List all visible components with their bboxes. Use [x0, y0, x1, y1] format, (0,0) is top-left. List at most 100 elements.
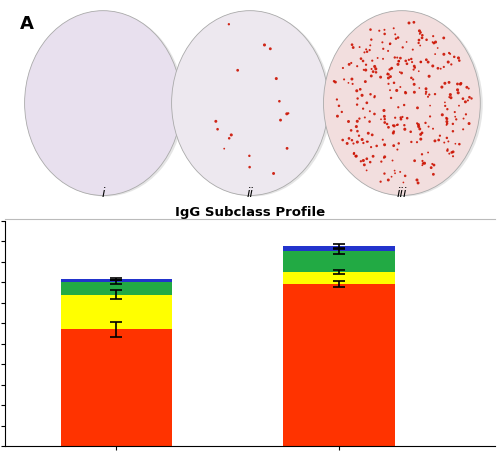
Point: [362, 66, 370, 74]
Point: [438, 83, 446, 91]
Point: [440, 34, 448, 41]
Point: [459, 95, 467, 102]
Point: [436, 65, 444, 72]
Point: [416, 131, 424, 138]
Point: [364, 138, 372, 145]
Point: [390, 128, 398, 135]
Point: [376, 74, 384, 81]
Point: [374, 55, 382, 62]
Point: [368, 57, 376, 64]
Point: [352, 152, 360, 160]
Point: [430, 40, 438, 47]
Point: [234, 67, 241, 74]
Point: [424, 123, 432, 130]
Point: [419, 160, 427, 167]
Point: [464, 97, 472, 104]
Point: [413, 176, 421, 184]
Point: [349, 44, 357, 51]
Text: A: A: [20, 15, 34, 33]
Point: [449, 128, 457, 135]
Point: [272, 75, 280, 82]
Point: [386, 40, 394, 47]
Point: [225, 135, 233, 142]
Point: [426, 91, 434, 98]
Point: [463, 84, 471, 91]
Point: [434, 44, 442, 51]
Point: [408, 59, 416, 66]
Point: [380, 119, 388, 126]
Point: [396, 55, 404, 62]
Point: [446, 91, 454, 98]
Point: [366, 108, 374, 115]
Point: [366, 42, 374, 49]
Point: [384, 47, 392, 55]
Point: [406, 128, 414, 135]
Point: [426, 113, 434, 120]
Point: [383, 120, 391, 128]
Point: [352, 123, 360, 130]
Point: [450, 53, 458, 60]
Point: [434, 136, 442, 143]
Point: [416, 84, 424, 92]
Point: [462, 98, 469, 106]
Point: [401, 126, 409, 133]
Point: [369, 68, 377, 75]
Point: [335, 102, 343, 110]
Point: [414, 39, 422, 46]
Point: [415, 68, 423, 75]
Point: [372, 65, 380, 73]
Point: [432, 38, 440, 46]
Point: [414, 121, 422, 128]
Point: [405, 19, 413, 27]
Point: [416, 42, 424, 49]
Point: [364, 129, 372, 137]
Point: [445, 49, 453, 56]
Point: [408, 55, 416, 63]
Point: [402, 89, 409, 97]
Point: [283, 145, 291, 152]
Point: [457, 80, 465, 87]
Point: [456, 141, 464, 148]
Point: [440, 63, 448, 70]
Bar: [60, 279, 172, 282]
Point: [416, 29, 424, 36]
Bar: [284, 251, 395, 272]
Point: [390, 142, 398, 149]
Point: [397, 115, 405, 123]
Point: [393, 54, 401, 61]
Text: ii: ii: [246, 187, 254, 200]
Bar: [60, 329, 172, 446]
Point: [438, 111, 446, 119]
Point: [344, 118, 352, 125]
Point: [444, 106, 452, 113]
Point: [362, 167, 370, 174]
Point: [383, 71, 391, 78]
Point: [386, 87, 394, 94]
Point: [359, 57, 367, 64]
Point: [455, 102, 463, 109]
Point: [441, 102, 449, 110]
Point: [411, 64, 419, 71]
Point: [428, 161, 436, 168]
Point: [334, 113, 342, 120]
Point: [408, 74, 416, 82]
Point: [418, 129, 426, 137]
Point: [440, 51, 448, 58]
Point: [343, 140, 351, 147]
Point: [353, 87, 361, 94]
Point: [354, 128, 362, 135]
Point: [396, 69, 404, 76]
Point: [443, 134, 451, 142]
Point: [379, 55, 387, 62]
Point: [276, 116, 284, 124]
Bar: [60, 295, 172, 329]
Point: [451, 113, 459, 120]
Point: [456, 81, 464, 88]
Bar: [284, 284, 395, 446]
Ellipse shape: [324, 11, 480, 195]
Point: [356, 43, 364, 51]
Point: [422, 36, 430, 43]
Point: [454, 89, 462, 97]
Point: [429, 125, 437, 132]
Point: [366, 158, 374, 166]
